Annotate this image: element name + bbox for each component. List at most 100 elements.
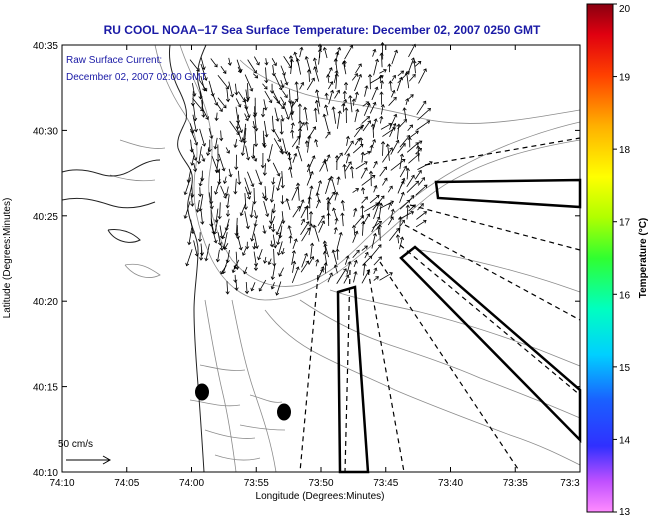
- current-vector-head: [307, 196, 312, 200]
- current-vector-head: [245, 246, 250, 250]
- scale-label: 50 cm/s: [58, 439, 93, 450]
- current-vector-head: [252, 125, 257, 130]
- current-vector: [414, 170, 422, 180]
- current-vector-head: [329, 81, 334, 85]
- current-vector: [193, 163, 197, 172]
- current-vector: [324, 159, 329, 172]
- current-vector: [373, 161, 378, 169]
- current-label: Raw Surface Current:: [66, 55, 162, 66]
- current-vector-head: [305, 205, 310, 209]
- current-vector-head: [379, 115, 384, 120]
- current-vector-head: [290, 100, 295, 105]
- figure-title: RU COOL NOAA−17 Sea Surface Temperature:…: [104, 23, 541, 37]
- current-vector-head: [401, 159, 406, 163]
- current-vector: [283, 56, 292, 69]
- current-vector: [272, 234, 276, 248]
- current-vector: [300, 219, 305, 226]
- current-vector-head: [249, 214, 254, 218]
- current-vector-head: [329, 272, 333, 277]
- current-vector-head: [364, 85, 369, 89]
- current-vector-head: [393, 113, 398, 118]
- current-vector: [238, 91, 246, 103]
- current-vector: [263, 120, 268, 137]
- current-vector: [382, 147, 393, 163]
- current-vector: [325, 93, 328, 100]
- current-vector: [254, 130, 257, 147]
- current-vector-head: [420, 203, 424, 207]
- current-vector-head: [333, 58, 338, 62]
- current-vector-head: [412, 204, 416, 208]
- current-vector: [220, 66, 227, 74]
- current-vector: [291, 130, 294, 139]
- current-vector-head: [423, 68, 427, 72]
- current-vector: [222, 224, 229, 239]
- current-vector: [397, 70, 404, 77]
- current-vector-head: [283, 150, 288, 155]
- current-vector: [264, 90, 272, 103]
- current-vector: [286, 198, 291, 210]
- current-vector-head: [417, 61, 422, 65]
- current-vector-head: [293, 152, 298, 157]
- current-vector-head: [368, 255, 373, 260]
- current-vector: [200, 75, 206, 91]
- current-vector-head: [245, 98, 250, 103]
- current-vector-head: [303, 106, 308, 111]
- current-vector-head: [321, 215, 325, 219]
- colorbar-tick-label: 13: [619, 507, 631, 518]
- current-vector-head: [365, 101, 370, 105]
- current-vector-head: [256, 61, 260, 66]
- current-vector: [262, 192, 266, 199]
- current-vector-head: [322, 113, 327, 118]
- current-vector: [281, 114, 284, 122]
- current-vector-head: [400, 180, 405, 185]
- current-vector: [370, 145, 373, 153]
- current-vector: [207, 147, 210, 156]
- current-vector: [315, 139, 318, 148]
- current-vector: [304, 107, 308, 121]
- current-vector: [310, 211, 312, 225]
- current-vector: [224, 176, 227, 184]
- current-vector: [379, 272, 393, 281]
- current-vector-head: [401, 219, 405, 224]
- current-vector-head: [252, 201, 257, 205]
- current-vector-head: [278, 234, 283, 239]
- x-tick-label: 74:10: [49, 478, 74, 489]
- current-vector: [408, 153, 420, 164]
- current-vector: [191, 155, 195, 166]
- current-vector: [330, 176, 337, 193]
- current-vector-head: [200, 178, 205, 182]
- current-vector: [318, 49, 321, 65]
- current-vector: [262, 107, 264, 117]
- current-vector: [343, 164, 346, 179]
- current-vector-head: [201, 158, 206, 162]
- current-vector-head: [284, 94, 288, 99]
- current-vector-head: [262, 195, 266, 200]
- current-vector: [263, 201, 269, 217]
- current-vector-head: [356, 249, 360, 254]
- current-vector: [363, 263, 366, 276]
- current-vector-head: [399, 236, 405, 241]
- current-vector-head: [358, 73, 363, 78]
- current-vector-head: [285, 116, 290, 120]
- current-vector-head: [403, 165, 408, 170]
- colorbar-tick-label: 17: [619, 218, 631, 229]
- current-vector: [379, 200, 394, 209]
- current-vector: [273, 138, 283, 153]
- current-vector-head: [293, 51, 298, 56]
- current-vector: [399, 192, 404, 204]
- current-vector: [215, 112, 218, 121]
- current-vector: [292, 206, 301, 218]
- current-vector-head: [222, 104, 227, 109]
- current-vector: [290, 101, 294, 113]
- current-vector: [408, 74, 416, 82]
- current-vector-head: [348, 94, 353, 99]
- current-vector-head: [252, 246, 257, 250]
- current-vector-head: [190, 203, 195, 207]
- current-vector-head: [225, 291, 230, 295]
- current-vector-head: [297, 120, 303, 124]
- current-vector-head: [358, 126, 363, 130]
- current-vector: [369, 194, 380, 204]
- current-vector-head: [315, 192, 320, 196]
- current-vector: [389, 114, 397, 130]
- current-vector: [189, 123, 194, 134]
